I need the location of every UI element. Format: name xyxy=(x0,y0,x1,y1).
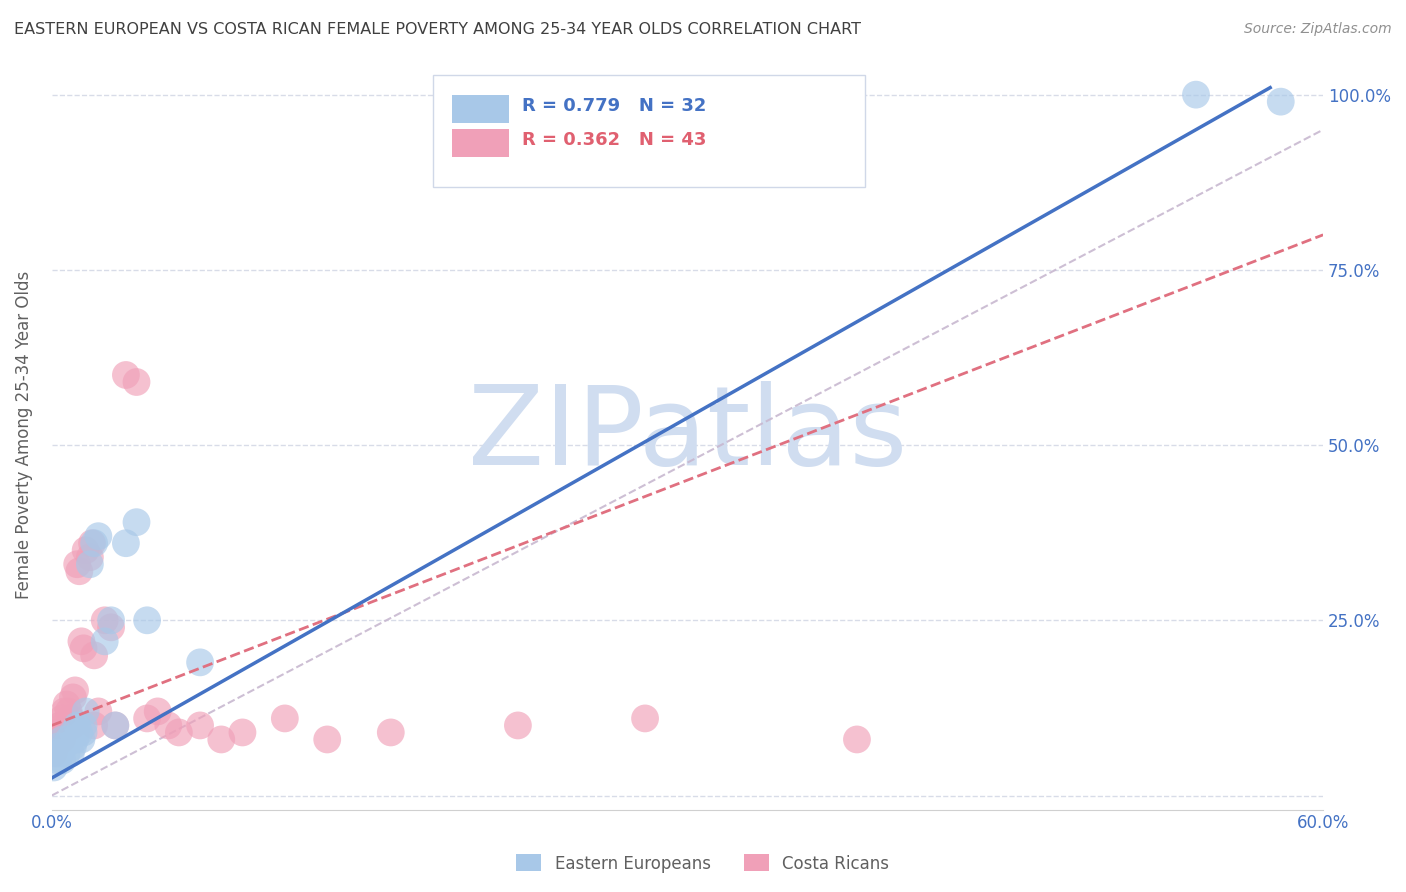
Point xyxy=(70,634,93,648)
Point xyxy=(188,718,211,732)
Point xyxy=(115,536,138,550)
Point xyxy=(136,711,159,725)
Point xyxy=(42,760,65,774)
FancyBboxPatch shape xyxy=(433,75,866,187)
Point xyxy=(846,732,869,747)
Point xyxy=(231,725,253,739)
Text: R = 0.362   N = 43: R = 0.362 N = 43 xyxy=(522,131,707,149)
Text: R = 0.779   N = 32: R = 0.779 N = 32 xyxy=(522,97,707,115)
Point xyxy=(58,732,80,747)
Point xyxy=(62,725,84,739)
Point xyxy=(67,564,90,578)
Point xyxy=(67,725,90,739)
Point xyxy=(79,558,101,572)
Point xyxy=(506,718,529,732)
Point xyxy=(83,536,105,550)
Point xyxy=(136,613,159,627)
Text: Source: ZipAtlas.com: Source: ZipAtlas.com xyxy=(1244,22,1392,37)
Point xyxy=(209,732,232,747)
Point xyxy=(55,698,77,712)
Point xyxy=(72,641,94,656)
Point xyxy=(58,705,80,719)
Point xyxy=(167,725,190,739)
Point xyxy=(53,739,76,754)
Point xyxy=(80,536,103,550)
Point xyxy=(62,718,84,732)
Point xyxy=(100,613,122,627)
Point xyxy=(380,725,402,739)
Point xyxy=(51,711,73,725)
Point xyxy=(62,690,84,705)
Point xyxy=(46,739,69,754)
Text: ZIPatlas: ZIPatlas xyxy=(468,381,907,488)
Point xyxy=(51,732,73,747)
Point xyxy=(87,705,110,719)
Point xyxy=(83,718,105,732)
Point xyxy=(59,747,82,761)
Point xyxy=(66,558,89,572)
Text: EASTERN EUROPEAN VS COSTA RICAN FEMALE POVERTY AMONG 25-34 YEAR OLDS CORRELATION: EASTERN EUROPEAN VS COSTA RICAN FEMALE P… xyxy=(14,22,860,37)
Point xyxy=(49,718,72,732)
Point xyxy=(274,711,297,725)
Y-axis label: Female Poverty Among 25-34 Year Olds: Female Poverty Among 25-34 Year Olds xyxy=(15,270,32,599)
Point xyxy=(45,739,67,754)
Point xyxy=(115,368,138,382)
Point xyxy=(51,754,73,768)
Point xyxy=(79,550,101,565)
Point xyxy=(53,718,76,732)
Point xyxy=(146,705,169,719)
Point xyxy=(1270,95,1292,109)
Point xyxy=(49,747,72,761)
Point xyxy=(72,725,94,739)
Point xyxy=(66,718,89,732)
Point xyxy=(125,515,148,529)
Point xyxy=(45,747,67,761)
Point xyxy=(51,732,73,747)
Point xyxy=(316,732,339,747)
FancyBboxPatch shape xyxy=(453,128,509,157)
Point xyxy=(62,739,84,754)
FancyBboxPatch shape xyxy=(453,95,509,123)
Point xyxy=(72,718,94,732)
Point xyxy=(87,529,110,543)
Point xyxy=(125,375,148,389)
Point xyxy=(188,656,211,670)
Point xyxy=(46,725,69,739)
Point xyxy=(53,705,76,719)
Point xyxy=(42,747,65,761)
Point xyxy=(1185,87,1208,102)
Point xyxy=(104,718,127,732)
Point xyxy=(83,648,105,663)
Point xyxy=(75,705,97,719)
Point xyxy=(100,620,122,634)
Point xyxy=(55,747,77,761)
Point xyxy=(46,754,69,768)
Point xyxy=(93,634,115,648)
Point xyxy=(157,718,180,732)
Point xyxy=(634,711,657,725)
Point xyxy=(104,718,127,732)
Point xyxy=(93,613,115,627)
Point xyxy=(63,683,86,698)
Legend: Eastern Europeans, Costa Ricans: Eastern Europeans, Costa Ricans xyxy=(510,847,896,880)
Point xyxy=(45,732,67,747)
Point xyxy=(75,543,97,558)
Point xyxy=(59,711,82,725)
Point xyxy=(63,732,86,747)
Point xyxy=(70,732,93,747)
